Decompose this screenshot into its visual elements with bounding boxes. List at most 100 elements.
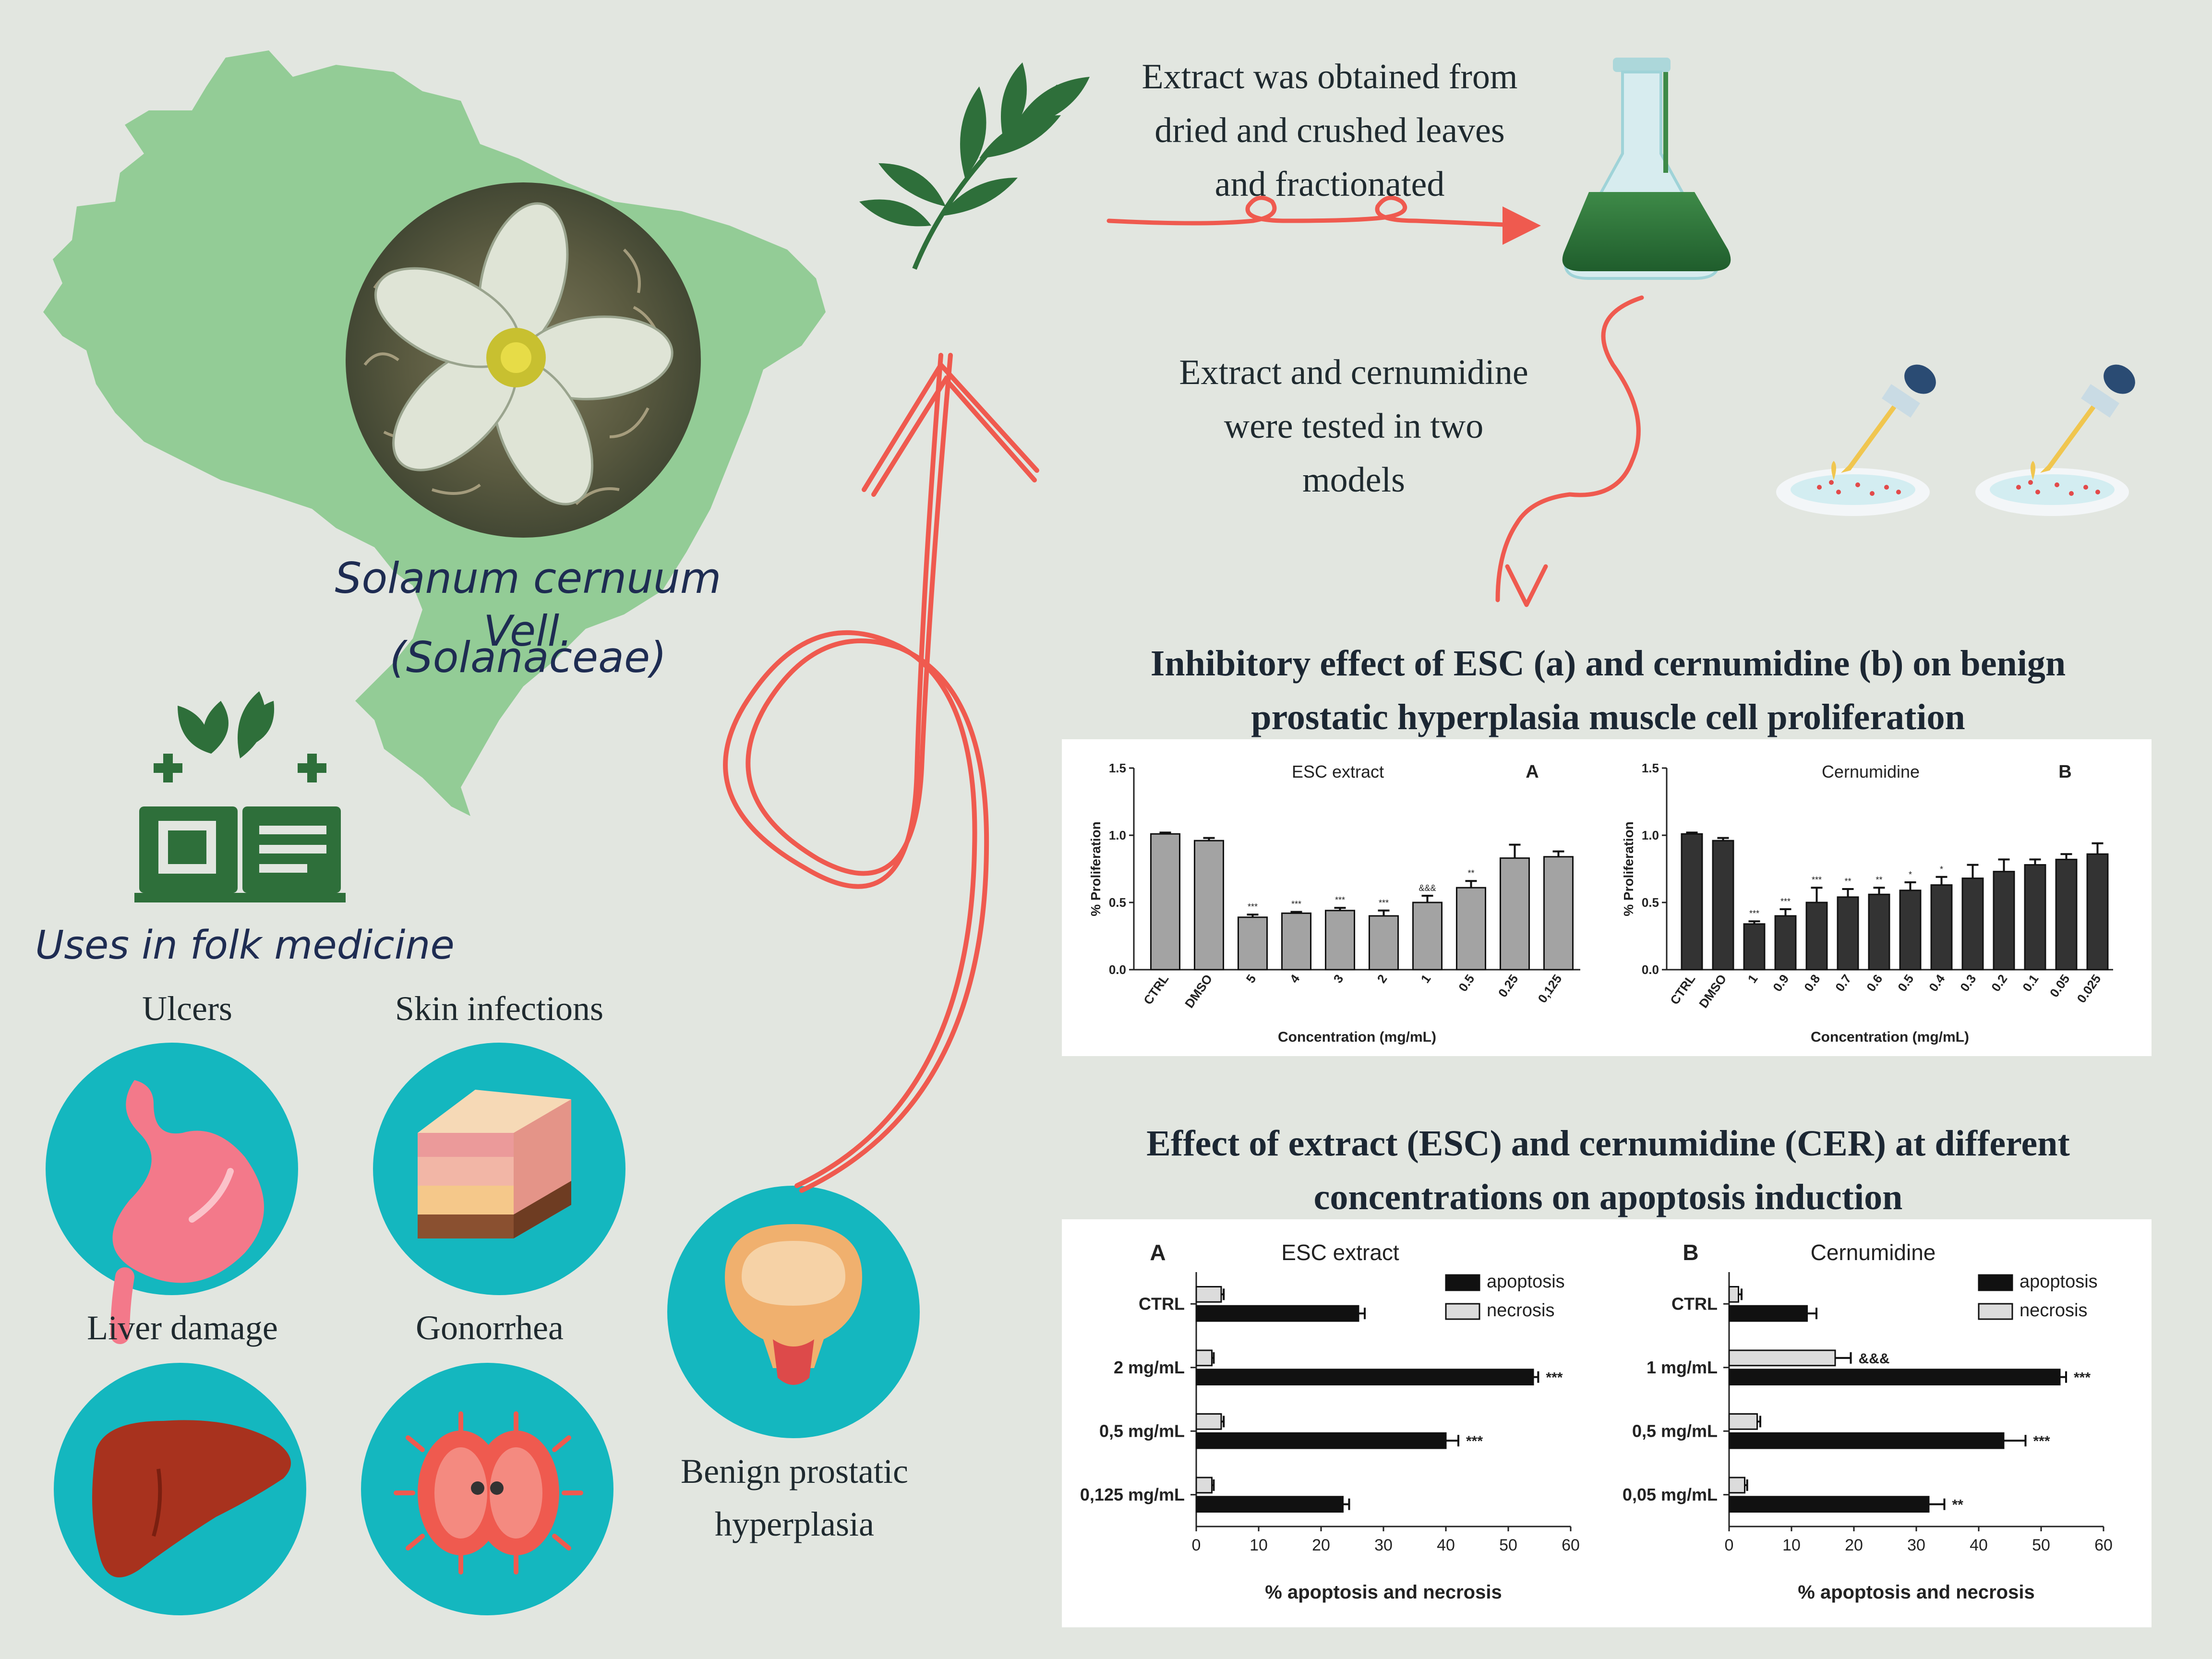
panel-letter: B [1683,1240,1698,1265]
apoptosis-chart-a: 0 10 20 30 40 50 60 % apoptosis and necrosis A ES… [1080,1240,1580,1603]
apoptosis-chart-panel: 0 10 20 30 40 50 60 % apoptosis and necrosis A ES… [1062,1219,2152,1627]
y-tick-label: 1 mg/mL [1647,1358,1718,1377]
x-tick-label: 10 [1782,1536,1801,1554]
bar [1774,915,1797,971]
significance-label: ** [1952,1497,1964,1513]
y-tick-label: 1.5 [1109,761,1126,775]
bar [1499,857,1530,971]
bar [1681,833,1703,971]
apoptosis-chart-b: 0 10 20 30 40 50 60 % apoptosis and necrosis B Ce… [1623,1240,2113,1603]
bar [1195,1286,1222,1303]
bar [1899,890,1922,971]
chart-title: Cernumidine [1822,762,1920,781]
x-tick-label: 2 [1374,972,1390,986]
flask-icon [1562,58,1731,280]
x-axis-label: Concentration (mg/mL) [1278,1029,1436,1045]
y-tick-label: 0.5 [1642,895,1659,910]
x-tick-label: 60 [2094,1536,2113,1554]
bar [1993,871,2015,971]
extraction-arrow-icon [1106,195,1541,245]
y-tick-label: 0.5 [1109,895,1126,910]
x-tick-label: 0.5 [1895,972,1916,994]
bar [1368,915,1399,971]
x-tick-label: 0.3 [1957,972,1979,994]
bar [1728,1477,1745,1494]
bar [1195,1496,1344,1513]
x-tick-label: 50 [2032,1536,2050,1554]
panel-letter: B [2058,762,2071,782]
bar [1961,878,1984,971]
bar [1193,840,1225,971]
x-tick-label: 0.6 [1863,972,1885,994]
significance-label: *** [1248,902,1258,912]
skin-layers-icon [373,1043,625,1295]
bar [2024,864,2046,971]
x-tick-label: 20 [1312,1536,1330,1554]
significance-label: *** [1780,897,1791,906]
chart-title: Cernumidine [1811,1240,1936,1265]
panel-letter: A [1526,762,1539,782]
significance-label: *** [1335,895,1345,905]
bar [2055,858,2078,971]
significance-label: *** [2074,1370,2091,1386]
bar [1712,840,1734,971]
folk-medicine-title: Uses in folk medicine [35,923,455,968]
x-tick-label: 1 [1745,972,1761,986]
book-icon [134,691,346,902]
legend-label: necrosis [2020,1300,2088,1321]
x-tick-label: 0.7 [1832,972,1854,994]
bph-label: Benign prostatic hyperplasia [681,1452,908,1543]
y-tick-label: CTRL [1139,1294,1185,1313]
y-tick-label: 1.0 [1642,828,1659,842]
x-tick-label: 0.1 [2020,972,2041,994]
bar [1150,833,1181,971]
y-tick-label: 0,05 mg/mL [1623,1485,1718,1504]
apoptosis-section-title: Effect of extract (ESC) and cernumidine … [1146,1123,2070,1217]
bar [1455,887,1487,971]
bar [1728,1413,1758,1430]
petri-dish-icon [1975,364,2135,516]
chart-title: ESC extract [1292,762,1384,781]
flower-photo-icon [346,182,701,538]
x-tick-label: 50 [1499,1536,1517,1554]
x-tick-label: 40 [1437,1536,1455,1554]
legend-swatch [1978,1303,2013,1320]
bph-arrow-icon [723,353,1039,1193]
x-tick-label: 4 [1287,972,1303,986]
use-label-ulcers: Ulcers [142,989,232,1028]
x-tick-label: DMSO [1696,972,1729,1010]
y-tick-label: 1.5 [1642,761,1659,775]
liver-icon [54,1363,306,1615]
use-label-liver-damage: Liver damage [87,1309,278,1347]
use-label-gonorrhea: Gonorrhea [416,1309,564,1347]
bar [1728,1286,1739,1303]
bar [1930,884,1953,971]
extraction-step-text: Extract was obtained from dried and crus… [1142,57,1518,204]
bar [1868,893,1890,971]
use-label-skin-infections: Skin infections [395,989,603,1028]
bar [1728,1496,1930,1513]
prostate-icon [667,1186,920,1438]
x-tick-label: 0.2 [1988,972,2010,994]
significance-label: * [1909,870,1912,879]
bar [1728,1369,2061,1386]
legend-swatch [1445,1274,1480,1291]
x-tick-label: 0 [1192,1536,1201,1554]
y-tick-label: CTRL [1671,1294,1718,1313]
legend-label: apoptosis [2020,1272,2098,1292]
bacteria-icon [361,1363,613,1615]
x-axis-label: % apoptosis and necrosis [1265,1582,1502,1603]
x-tick-label: 5 [1243,972,1259,986]
plant-name: Solanum cernuum Vell. [335,553,721,656]
significance-label: *** [1291,900,1301,909]
significance-label: ** [1844,877,1851,886]
chart-title: ESC extract [1281,1240,1399,1265]
significance-label: ** [1875,875,1882,885]
significance-label: * [1940,865,1943,874]
significance-label: *** [1546,1370,1563,1386]
y-tick-label: 0.0 [1642,962,1659,977]
y-tick-label: 2 mg/mL [1114,1358,1185,1377]
bar [1743,923,1766,971]
x-tick-label: 0,125 [1535,972,1565,1006]
